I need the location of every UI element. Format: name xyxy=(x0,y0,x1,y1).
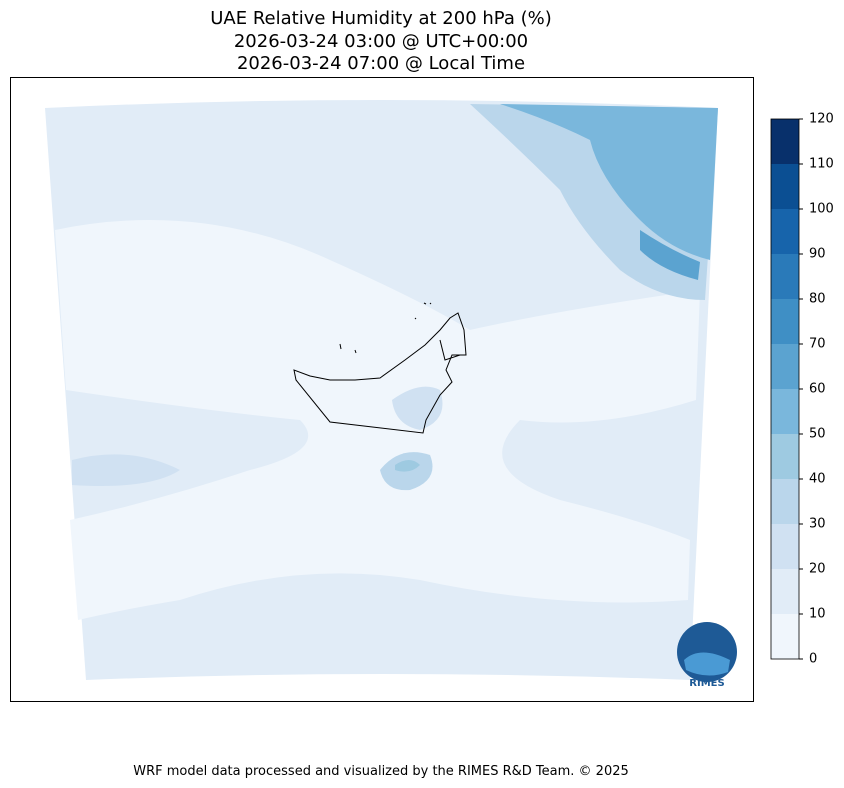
colorbar-tick-label: 0 xyxy=(809,652,817,667)
colorbar-tick-label: 50 xyxy=(809,427,826,442)
title-line: 2026-03-24 07:00 @ Local Time xyxy=(237,53,525,74)
colorbar-tick-label: 90 xyxy=(809,247,826,262)
title-line: UAE Relative Humidity at 200 hPa (%) xyxy=(210,8,551,29)
map-frame xyxy=(10,77,754,702)
colorbar-tick-label: 80 xyxy=(809,292,826,307)
colorbar-tick-label: 10 xyxy=(809,607,826,622)
colorbar: 0 10 20 30 40 50 60 70 80 90 100 110 120 xyxy=(770,112,834,667)
logo-text: RIMES xyxy=(689,678,724,689)
colorbar-tick-label: 110 xyxy=(809,157,834,172)
colorbar-level xyxy=(771,569,799,614)
colorbar-tick-label: 70 xyxy=(809,337,826,352)
colorbar-level xyxy=(771,389,799,434)
footer: WRF model data processed and visualized … xyxy=(133,764,629,779)
colorbar-level xyxy=(771,344,799,389)
colorbar-tick-label: 20 xyxy=(809,562,826,577)
logo: RIMES xyxy=(677,622,737,689)
uae-outline xyxy=(293,302,467,434)
colorbar-tick-label: 40 xyxy=(809,472,826,487)
colorbar-tick-label: 120 xyxy=(809,112,834,127)
map-field xyxy=(45,100,718,680)
colorbar-level xyxy=(771,254,799,299)
colorbar-level xyxy=(771,434,799,479)
colorbar-level xyxy=(771,299,799,344)
colorbar-tick-label: 100 xyxy=(809,202,834,217)
colorbar-level xyxy=(771,164,799,209)
title-line: 2026-03-24 03:00 @ UTC+00:00 xyxy=(234,31,528,52)
colorbar-level xyxy=(771,614,799,659)
colorbar-level xyxy=(771,209,799,254)
colorbar-tick-label: 60 xyxy=(809,382,826,397)
colorbar-tick-label: 30 xyxy=(809,517,826,532)
colorbar-level xyxy=(771,524,799,569)
colorbar-level xyxy=(771,119,799,164)
colorbar-level xyxy=(771,479,799,524)
